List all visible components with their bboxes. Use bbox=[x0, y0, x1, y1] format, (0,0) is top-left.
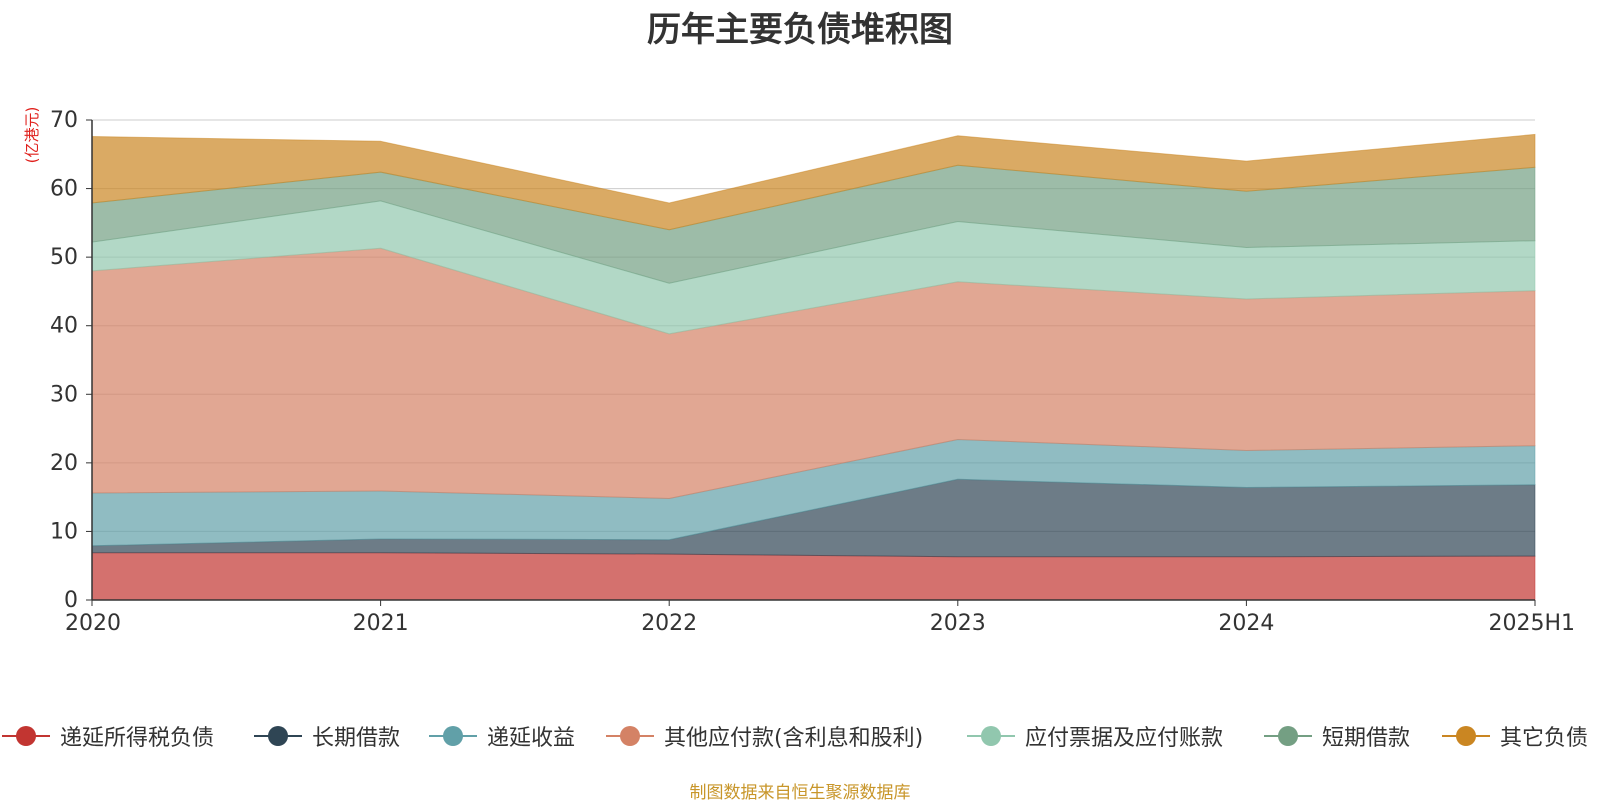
legend-label: 其他应付款(含利息和股利) bbox=[664, 726, 924, 751]
legend-item[interactable]: 递延收益 bbox=[427, 718, 575, 754]
legend-label: 其它负债 bbox=[1500, 726, 1589, 751]
y-tick-label: 60 bbox=[50, 177, 78, 202]
legend-marker-icon bbox=[1264, 726, 1312, 746]
y-tick-label: 20 bbox=[50, 451, 78, 476]
x-tick-label: 2025H1 bbox=[1488, 611, 1575, 636]
y-tick-label: 50 bbox=[50, 245, 78, 270]
x-tick-label: 2020 bbox=[65, 611, 121, 636]
series-area-6 bbox=[91, 133, 1536, 231]
x-tick-label: 2024 bbox=[1218, 611, 1274, 636]
legend-label: 短期借款 bbox=[1322, 726, 1411, 751]
y-tick-label: 0 bbox=[64, 588, 78, 613]
legend-marker-icon bbox=[606, 726, 654, 746]
legend-label: 递延收益 bbox=[487, 726, 576, 751]
legend-label: 应付票据及应付账款 bbox=[1025, 726, 1224, 751]
x-tick-label: 2022 bbox=[641, 611, 697, 636]
series-area-0 bbox=[91, 552, 1536, 601]
y-tick-label: 30 bbox=[50, 382, 78, 407]
legend-item[interactable]: 其他应付款(含利息和股利) bbox=[604, 718, 923, 754]
stacked-area-chart: 0 10 20 30 40 50 60 70 2020 2021 2022 2023 2024 2025H… bbox=[23, 107, 1575, 636]
y-tick-label: 40 bbox=[50, 314, 78, 339]
legend-label: 长期借款 bbox=[312, 726, 401, 751]
legend-label: 递延所得税负债 bbox=[60, 726, 215, 751]
legend-marker-icon bbox=[1442, 726, 1490, 746]
x-tick-label: 2021 bbox=[353, 611, 409, 636]
area-series bbox=[91, 133, 1536, 601]
legend-item[interactable]: 应付票据及应付账款 bbox=[965, 718, 1223, 754]
chart-legend: 递延所得税负债 长期借款 递延收益 其他应付款(含利息和股利) 应付票据及应付账款 短期借… bbox=[0, 718, 1600, 754]
data-source-note: 制图数据来自恒生聚源数据库 bbox=[689, 783, 911, 803]
axes: 0 10 20 30 40 50 60 70 2020 2021 2022 2023 2024 2025H… bbox=[50, 108, 1575, 636]
chart-title: 历年主要负债堆积图 bbox=[647, 10, 953, 50]
legend-item[interactable]: 其它负债 bbox=[1440, 718, 1588, 754]
y-tick-label: 70 bbox=[50, 108, 78, 133]
legend-item[interactable]: 短期借款 bbox=[1262, 718, 1410, 754]
legend-item[interactable]: 递延所得税负债 bbox=[0, 718, 214, 754]
y-axis-label: (亿港元) bbox=[23, 107, 41, 164]
y-tick-label: 10 bbox=[50, 519, 78, 544]
legend-marker-icon bbox=[429, 726, 477, 746]
legend-item[interactable]: 长期借款 bbox=[252, 718, 400, 754]
x-tick-label: 2023 bbox=[930, 611, 986, 636]
legend-marker-icon bbox=[967, 726, 1015, 746]
legend-marker-icon bbox=[254, 726, 302, 746]
legend-marker-icon bbox=[2, 726, 50, 746]
